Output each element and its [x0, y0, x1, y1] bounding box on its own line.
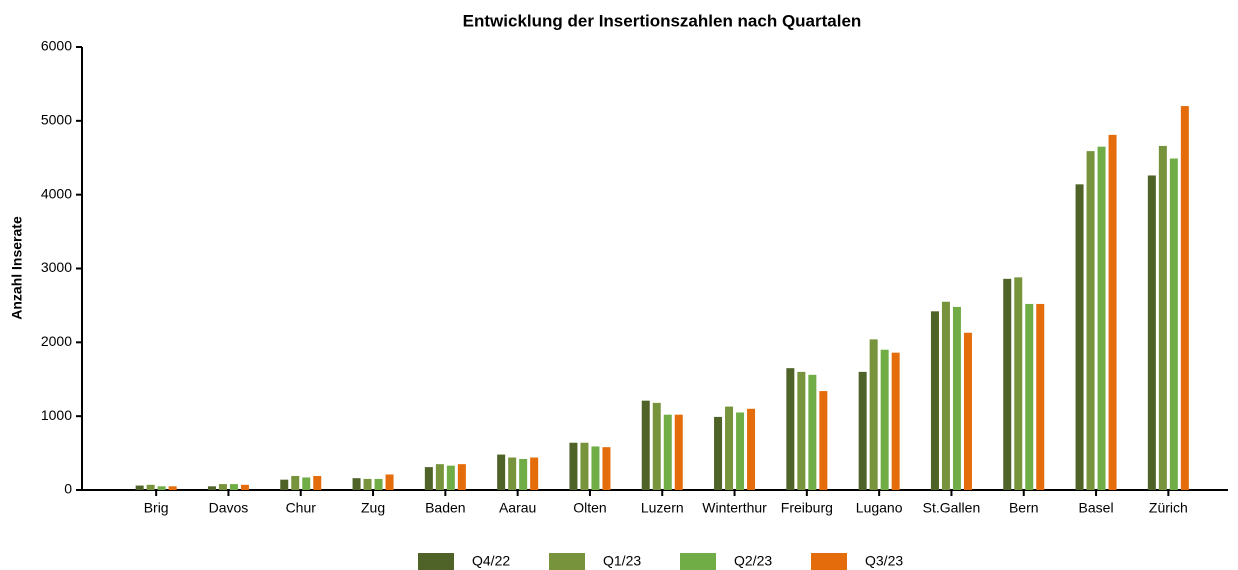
- x-tick-label: Basel: [1079, 500, 1114, 516]
- y-tick-label: 4000: [41, 185, 72, 201]
- bar: [736, 412, 745, 490]
- bar: [580, 442, 589, 490]
- y-axis-label: Anzahl Inserate: [9, 216, 25, 320]
- bar: [819, 391, 828, 490]
- bar: [497, 454, 506, 490]
- x-tick-label: Zug: [361, 500, 385, 516]
- legend-swatch: [418, 553, 454, 570]
- legend-label: Q1/23: [603, 553, 641, 569]
- bar: [218, 484, 227, 490]
- bar: [530, 457, 539, 490]
- x-tick-label: Lugano: [856, 500, 903, 516]
- x-tick-label: Aarau: [499, 500, 536, 516]
- bar: [508, 457, 517, 490]
- y-tick-label: 3000: [41, 259, 72, 275]
- bar: [714, 416, 723, 490]
- bar: [352, 478, 361, 490]
- y-tick-label: 1000: [41, 407, 72, 423]
- bar: [1003, 278, 1012, 490]
- legend-swatch: [549, 553, 585, 570]
- bar: [1097, 146, 1106, 491]
- bar: [385, 474, 394, 490]
- y-tick-label: 2000: [41, 333, 72, 349]
- bar: [674, 414, 683, 490]
- bar: [869, 339, 878, 490]
- x-tick-label: Olten: [573, 500, 606, 516]
- bar: [747, 408, 756, 490]
- bar: [808, 374, 817, 490]
- x-tick-label: Winterthur: [702, 500, 767, 516]
- bar: [291, 475, 300, 490]
- bar: [891, 352, 900, 490]
- bar: [652, 402, 661, 490]
- x-tick-label: Freiburg: [781, 500, 833, 516]
- legend-label: Q2/23: [734, 553, 772, 569]
- bar: [1025, 303, 1034, 490]
- bar: [446, 465, 455, 490]
- x-tick-label: Davos: [209, 500, 249, 516]
- bar: [1180, 106, 1189, 491]
- x-tick-label: Chur: [286, 500, 317, 516]
- bar: [1075, 184, 1084, 490]
- bar: [880, 349, 889, 490]
- bar: [641, 400, 650, 490]
- bar: [725, 406, 734, 490]
- bar: [519, 458, 528, 490]
- bar: [157, 486, 166, 490]
- bar: [374, 478, 383, 490]
- bar: [1147, 175, 1156, 490]
- bar: [207, 486, 216, 490]
- y-tick-label: 6000: [41, 38, 72, 54]
- bar: [786, 368, 795, 490]
- bar: [435, 464, 444, 490]
- x-tick-label: Bern: [1009, 500, 1039, 516]
- bar: [1108, 134, 1117, 490]
- bar: [363, 478, 372, 490]
- bar: [135, 485, 144, 490]
- bar: [424, 467, 433, 490]
- bar: [1086, 151, 1095, 491]
- bar: [1158, 145, 1167, 491]
- bar: [602, 447, 611, 490]
- bar: [858, 371, 867, 490]
- bar: [952, 306, 961, 490]
- bar: [1036, 303, 1045, 490]
- bar: [240, 484, 249, 490]
- bar: [1169, 158, 1178, 490]
- bar: [302, 477, 311, 490]
- bar: [168, 486, 177, 490]
- legend-swatch: [811, 553, 847, 570]
- y-tick-label: 0: [64, 481, 72, 497]
- legend-swatch: [680, 553, 716, 570]
- bar: [146, 484, 155, 490]
- bar: [591, 446, 600, 490]
- legend-label: Q4/22: [472, 553, 510, 569]
- bar: [569, 442, 578, 490]
- y-tick-label: 5000: [41, 112, 72, 128]
- x-tick-label: Brig: [144, 500, 169, 516]
- bar: [797, 371, 806, 490]
- bar: [1014, 277, 1023, 490]
- bar: [313, 475, 322, 490]
- x-tick-label: St.Gallen: [923, 500, 981, 516]
- bar: [963, 332, 972, 490]
- bar: [941, 301, 950, 490]
- bar: [457, 464, 466, 490]
- x-tick-label: Baden: [425, 500, 465, 516]
- x-tick-label: Zürich: [1149, 500, 1188, 516]
- bar: [280, 479, 289, 490]
- bar: [930, 311, 939, 490]
- bar: [663, 414, 672, 490]
- bar: [229, 484, 238, 490]
- x-tick-label: Luzern: [641, 500, 684, 516]
- legend-label: Q3/23: [865, 553, 903, 569]
- chart-title: Entwicklung der Insertionszahlen nach Qu…: [463, 11, 862, 30]
